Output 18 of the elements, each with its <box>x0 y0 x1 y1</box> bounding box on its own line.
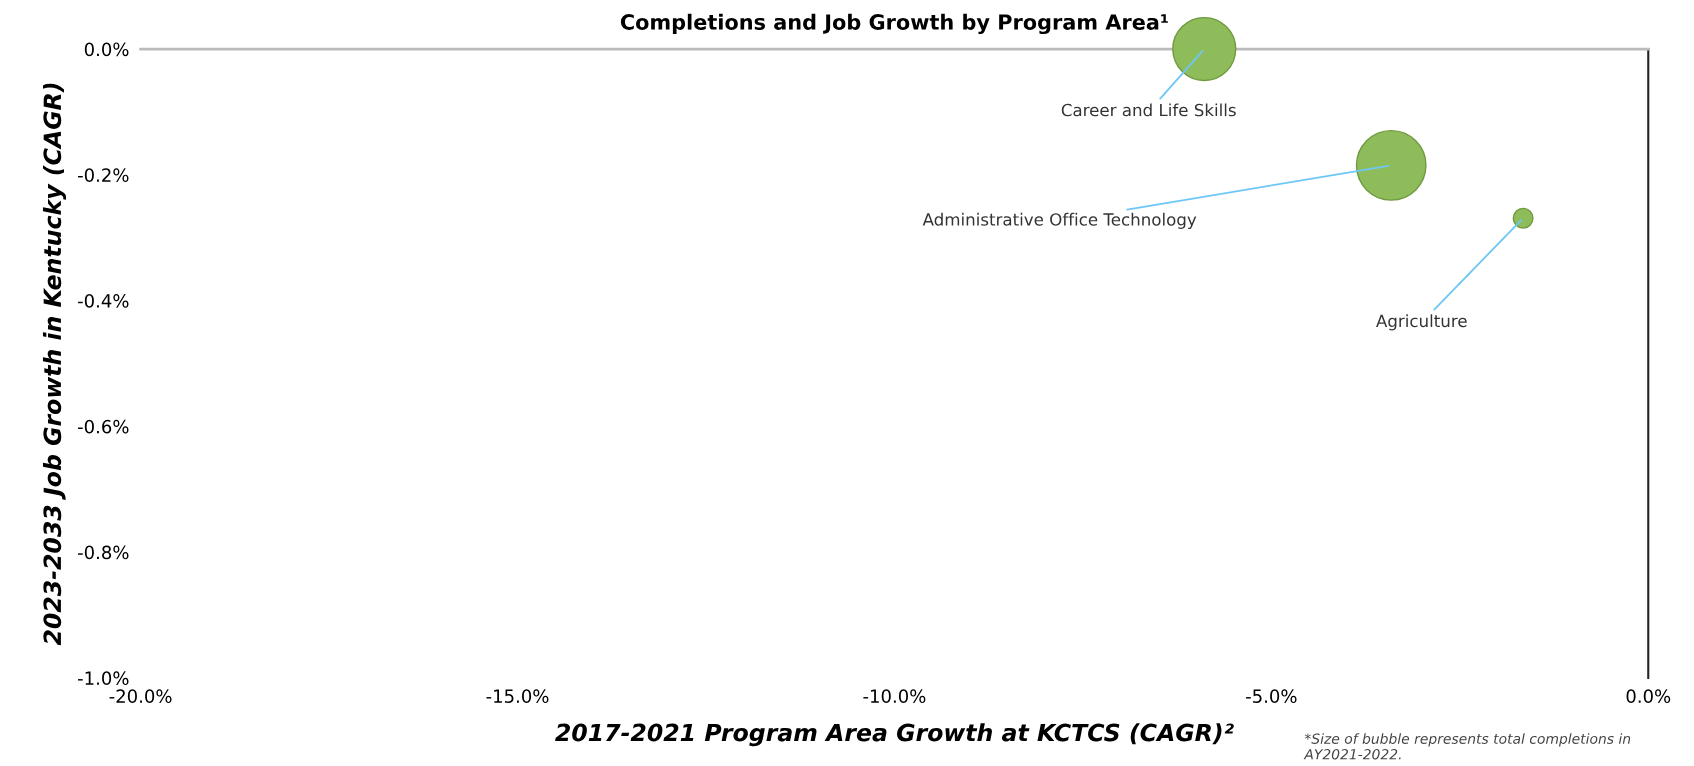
x-tick-label: 0.0% <box>1626 689 1671 703</box>
chart-title: Completions and Job Growth by Program Area¹ <box>620 13 1168 35</box>
y-tick-label: -0.4% <box>77 294 129 308</box>
y-tick-label: -0.2% <box>77 168 129 182</box>
annotation: Administrative Office Technology <box>922 212 1197 229</box>
text: *Size of bubble represents total completions in AY2021-2022. <box>1303 733 1631 760</box>
y-tick-label: -1.0% <box>77 671 129 686</box>
annotation: Career and Life Skills <box>1061 103 1236 117</box>
y-tick-label: -0.6% <box>77 419 129 434</box>
x-tick-label: -15.0% <box>486 689 549 703</box>
x-tick-label: -20.0% <box>109 689 172 703</box>
y-tick-label: -0.8% <box>77 545 129 560</box>
x-axis-title: 2017-2021 Program Area Growth at KCTCS (CAGR)² <box>555 723 1234 747</box>
y-tick-label: 0.0% <box>84 42 129 57</box>
annotation: Agriculture <box>1376 314 1467 331</box>
x-tick-label: -10.0% <box>863 689 926 703</box>
x-tick-label: -5.0% <box>1246 689 1297 703</box>
y-axis-title: 2023-2033 Job Growth in Kentucky (CAGR) <box>42 83 66 646</box>
